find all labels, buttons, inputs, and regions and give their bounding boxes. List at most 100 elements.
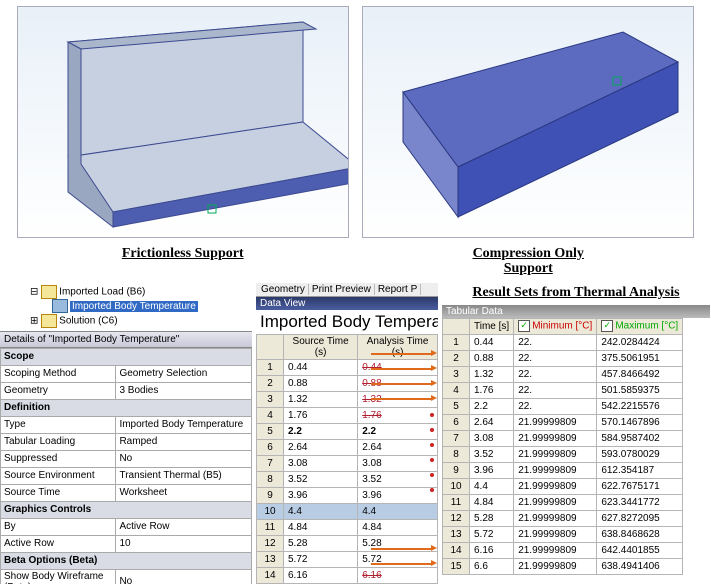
table-row[interactable]: 135.7221.99999809638.8468628 [443,526,683,542]
mid-panel: GeometryPrint PreviewReport P Data View … [256,283,438,584]
td-col-max[interactable]: ✓Maximum [°C] [597,318,683,334]
left-block: Frictionless Support [17,6,349,262]
tabular-grid[interactable]: Time [s]✓Minimum [°C]✓Maximum [°C]10.442… [442,318,683,575]
viewport-right[interactable] [362,6,694,238]
arrow-head-icon [431,380,437,386]
table-row[interactable]: 146.166.16 [257,567,438,583]
arrow-head-icon [431,350,437,356]
arrow-line [371,563,431,565]
tree-item-solution[interactable]: ⊞ Solution (C6) [30,314,252,329]
dv-col-header [257,334,284,359]
arrow-line [371,368,431,370]
table-row[interactable]: 93.9621.99999809612.354187 [443,462,683,478]
table-row[interactable]: 135.725.72 [257,551,438,567]
table-row[interactable]: 156.621.99999809638.4941406 [443,558,683,574]
dot-icon [430,428,434,432]
arrow-head-icon [431,560,437,566]
dot-icon [430,413,434,417]
details-key: Scoping Method [1,365,116,382]
details-value[interactable]: Transient Thermal (B5) [116,467,252,484]
td-col-time[interactable]: Time [s] [470,318,514,334]
td-col-min[interactable]: ✓Minimum [°C] [514,318,597,334]
table-row[interactable]: 41.761.76 [257,407,438,423]
dataview-grid[interactable]: Source Time (s)Analysis Time (s)10.440.4… [256,334,438,584]
right-block: Compression Only Support [362,6,694,277]
dot-icon [430,443,434,447]
tab-geometry[interactable]: Geometry [258,284,309,295]
dataview-heading: Imported Body Tempera [256,310,438,334]
arrow-head-icon [431,545,437,551]
details-key: Source Environment [1,467,116,484]
details-value[interactable]: Ramped [116,433,252,450]
tab-print-preview[interactable]: Print Preview [309,284,375,295]
table-row[interactable]: 83.523.52 [257,471,438,487]
details-key: By [1,518,116,535]
tab-report[interactable]: Report P [375,284,421,295]
details-title: Details of "Imported Body Temperature" [0,331,252,348]
table-row[interactable]: 73.083.08 [257,455,438,471]
table-row[interactable]: 93.963.96 [257,487,438,503]
caption-right-l1: Compression Only [473,246,584,261]
table-row[interactable]: 104.421.99999809622.7675171 [443,478,683,494]
dataview-titlebar: Data View [256,297,438,310]
table-row[interactable]: 114.844.84 [257,519,438,535]
table-row[interactable]: 10.4422.242.0284424 [443,334,683,350]
arrow-head-icon [431,395,437,401]
details-section-header: Graphics Controls [1,501,252,518]
details-value[interactable]: Active Row [116,518,252,535]
checkbox-icon[interactable]: ✓ [601,320,613,332]
outline-tree[interactable]: ⊟ Imported Load (B6) Imported Body Tempe… [0,283,252,331]
details-value[interactable]: Worksheet [116,484,252,501]
dot-icon [430,458,434,462]
bottom-row: ⊟ Imported Load (B6) Imported Body Tempe… [0,283,711,584]
table-row[interactable]: 62.6421.99999809570.1467896 [443,414,683,430]
arrow-line [371,353,431,355]
details-value[interactable]: No [116,450,252,467]
dot-icon [430,473,434,477]
table-row[interactable]: 73.0821.99999809584.9587402 [443,430,683,446]
tree-item-imported-body-temp[interactable]: Imported Body Temperature [30,299,252,314]
arrow-head-icon [431,365,437,371]
arrow-line [371,398,431,400]
table-row[interactable]: 52.22.2 [257,423,438,439]
details-value[interactable]: Imported Body Temperature [116,416,252,433]
tree-item-imported-load[interactable]: ⊟ Imported Load (B6) [30,285,252,300]
details-key: Show Body Wireframe (Beta) [1,569,116,584]
arrow-line [371,383,431,385]
td-col-idx[interactable] [443,318,470,334]
arrow-line [371,548,431,550]
table-row[interactable]: 31.3222.457.8466492 [443,366,683,382]
details-section-header: Definition [1,399,252,416]
details-value[interactable]: No [116,569,252,584]
details-value[interactable]: 10 [116,535,252,552]
table-row[interactable]: 146.1621.99999809642.4401855 [443,542,683,558]
details-value[interactable]: 3 Bodies [116,382,252,399]
dv-col-header: Analysis Time (s) [358,334,438,359]
left-panel: ⊟ Imported Load (B6) Imported Body Tempe… [0,283,252,584]
dot-icon [430,488,434,492]
table-row[interactable]: 83.5221.99999809593.0780029 [443,446,683,462]
details-grid[interactable]: ScopeScoping MethodGeometry SelectionGeo… [0,348,252,584]
viewport-left[interactable] [17,6,349,238]
details-value[interactable]: Geometry Selection [116,365,252,382]
details-key: Geometry [1,382,116,399]
results-title: Result Sets from Thermal Analysis [442,285,710,301]
right-panel: Result Sets from Thermal Analysis Tabula… [442,283,710,584]
table-row[interactable]: 20.8822.375.5061951 [443,350,683,366]
table-row[interactable]: 41.7622.501.5859375 [443,382,683,398]
checkbox-icon[interactable]: ✓ [518,320,530,332]
details-key: Source Time [1,484,116,501]
tabstrip[interactable]: GeometryPrint PreviewReport P [256,283,438,297]
caption-right: Compression Only Support [362,246,694,277]
table-row[interactable]: 125.2821.99999809627.8272095 [443,510,683,526]
caption-right-l2: Support [504,261,553,276]
top-row: Frictionless Support Compression Only Su… [0,0,711,277]
details-key: Active Row [1,535,116,552]
details-key: Suppressed [1,450,116,467]
table-row[interactable]: 52.222.542.2215576 [443,398,683,414]
table-row[interactable]: 104.44.4 [257,503,438,519]
details-key: Tabular Loading [1,433,116,450]
table-row[interactable]: 62.642.64 [257,439,438,455]
tabular-titlebar: Tabular Data [442,305,710,318]
table-row[interactable]: 114.8421.99999809623.3441772 [443,494,683,510]
